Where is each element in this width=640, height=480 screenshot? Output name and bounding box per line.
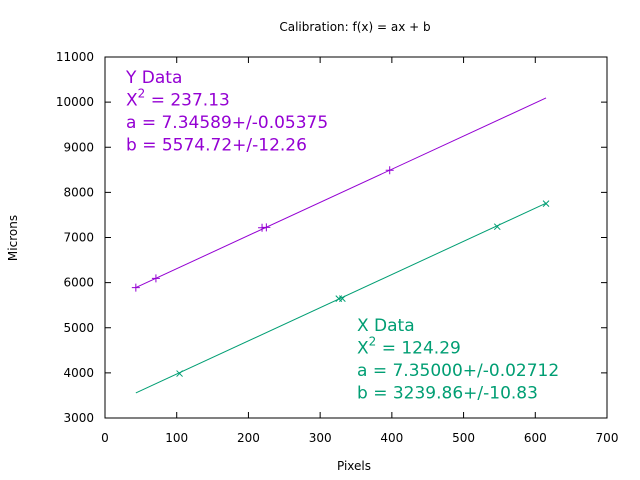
chi-symbol: X	[126, 91, 138, 111]
chi-value: = 124.29	[376, 339, 461, 359]
data-point	[176, 370, 183, 377]
x-tick-label: 700	[596, 431, 619, 445]
y-tick-label: 7000	[63, 231, 94, 245]
fit-line	[135, 202, 547, 394]
x-tick-label: 500	[452, 431, 475, 445]
chi-value: = 237.13	[145, 91, 230, 111]
data-point	[385, 166, 394, 175]
data-point	[262, 223, 271, 232]
data-point	[131, 283, 140, 292]
y-tick-label: 11000	[56, 50, 94, 64]
x-tick-label: 100	[165, 431, 188, 445]
data-point	[339, 295, 346, 302]
y-axis-title: Microns	[6, 215, 20, 261]
x-tick-label: 300	[309, 431, 332, 445]
x-tick-label: 200	[237, 431, 260, 445]
series-x-data	[135, 200, 550, 394]
intercept-value: b = 3239.86+/-10.83	[357, 384, 538, 404]
y-tick-label: 3000	[63, 411, 94, 425]
series-layer	[131, 97, 550, 394]
intercept-value: b = 5574.72+/-12.26	[126, 136, 307, 156]
slope-value: a = 7.34589+/-0.05375	[126, 113, 328, 133]
data-point	[151, 274, 160, 283]
fit-line	[135, 97, 547, 289]
chi-square: X2 = 124.29	[357, 335, 461, 359]
slope-value: a = 7.35000+/-0.02712	[357, 361, 559, 381]
y-tick-label: 10000	[56, 95, 94, 109]
series-y-data	[131, 97, 547, 292]
chart-title: Calibration: f(x) = ax + b	[279, 20, 430, 34]
chi-symbol: X	[357, 339, 369, 359]
x-tick-label: 400	[380, 431, 403, 445]
x-tick-label: 600	[524, 431, 547, 445]
y-tick-label: 6000	[63, 276, 94, 290]
chi-exponent: 2	[369, 335, 377, 349]
axes: 0 100 200 300 400 500 600 700 3000 4000 5000 6000 70…	[56, 50, 619, 445]
chi-square: X2 = 237.13	[126, 87, 230, 111]
y-tick-label: 8000	[63, 185, 94, 199]
chi-exponent: 2	[138, 87, 146, 101]
x-axis-title: Pixels	[337, 459, 371, 473]
x-tick-label: 0	[101, 431, 109, 445]
series-label: Y Data	[125, 68, 182, 88]
data-point	[493, 223, 501, 231]
series-label: X Data	[357, 316, 415, 336]
y-tick-label: 5000	[63, 321, 94, 335]
y-tick-label: 4000	[63, 366, 94, 380]
y-tick-label: 9000	[63, 140, 94, 154]
data-point	[542, 200, 550, 208]
